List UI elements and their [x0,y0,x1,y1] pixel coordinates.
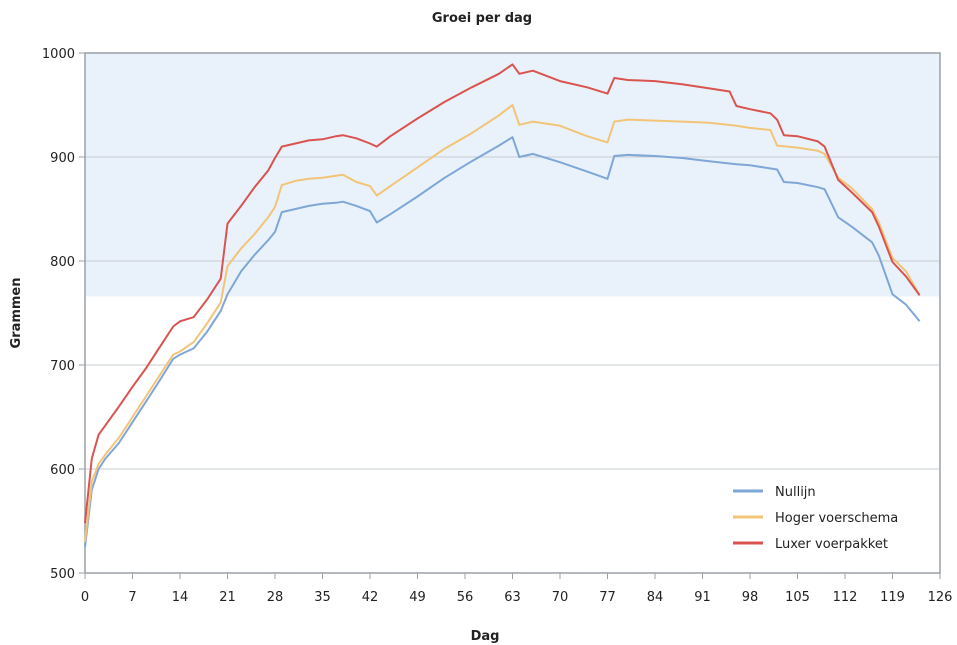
x-tick-label: 119 [880,590,905,605]
chart-title: Groei per dag [432,11,532,26]
x-tick-label: 63 [504,590,521,605]
legend: Nullijn Hoger voerschema Luxer voerpakket [733,485,898,552]
x-tick-label: 0 [81,590,89,605]
x-tick-label: 77 [599,590,616,605]
x-tick-label: 105 [785,590,810,605]
x-tick-label: 14 [172,590,189,605]
x-tick-label: 21 [219,590,236,605]
x-tick-label: 84 [647,590,664,605]
series-lines [84,63,921,548]
x-tick-label: 98 [742,590,759,605]
series-line-luxer-voerpakket [84,63,921,524]
shaded-band [85,53,940,297]
x-tick-label: 42 [362,590,379,605]
y-tick-label: 600 [50,463,75,478]
y-tick-label: 700 [50,359,75,374]
x-tick-label: 112 [833,590,858,605]
x-tick-label: 7 [128,590,136,605]
x-axis-label: Dag [471,629,500,644]
x-tick-label: 126 [928,590,953,605]
y-tick-label: 500 [50,567,75,582]
axis-ticks: 500 600 700 800 900 1000 0 7 14 21 28 35 42 49 56 63 70 7… [42,47,953,605]
x-tick-label: 91 [694,590,711,605]
x-tick-label: 28 [267,590,284,605]
y-tick-label: 1000 [42,47,75,62]
legend-label-luxer-voerpakket: Luxer voerpakket [775,537,888,552]
series-line-hoger-voerschema [84,104,921,542]
legend-label-nullijn: Nullijn [775,485,816,500]
legend-label-hoger-voerschema: Hoger voerschema [775,511,898,526]
series-line-nullijn [84,136,921,548]
x-tick-label: 35 [314,590,331,605]
y-tick-label: 900 [50,151,75,166]
y-axis-label: Grammen [9,277,24,348]
y-tick-label: 800 [50,255,75,270]
x-tick-label: 70 [552,590,569,605]
x-tick-label: 56 [457,590,474,605]
x-tick-label: 49 [409,590,426,605]
